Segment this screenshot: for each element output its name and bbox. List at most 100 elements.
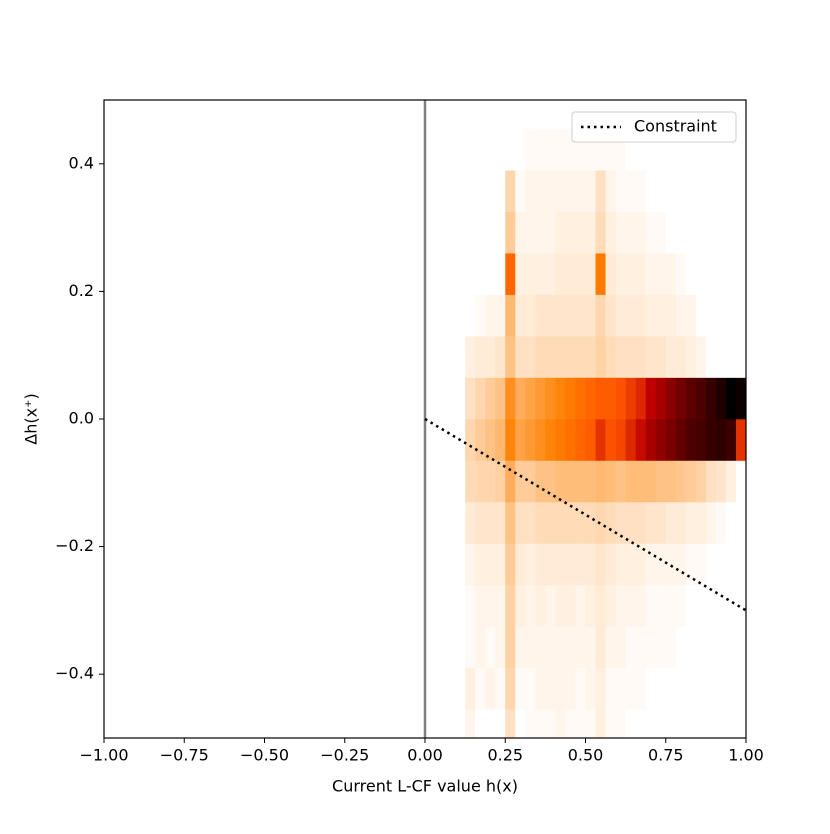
heat-cell [725, 128, 737, 171]
heat-cell [475, 460, 486, 503]
x-tick-label: −0.50 [240, 746, 289, 765]
heat-cell [585, 460, 596, 503]
heat-cell [695, 501, 707, 544]
y-tick-label: 0.4 [69, 153, 94, 172]
heat-cell [605, 253, 616, 295]
heat-cell [595, 336, 606, 378]
heat-cell [535, 626, 546, 669]
heat-cell [585, 543, 596, 586]
heat-cell [695, 460, 707, 503]
heat-cell [515, 336, 526, 378]
heat-cell [505, 667, 516, 710]
heat-cell [635, 336, 646, 378]
heat-cell [635, 128, 646, 171]
heat-cell [615, 709, 626, 738]
heat-cell [505, 543, 516, 586]
heat-cell [525, 460, 536, 503]
heat-cell [555, 128, 566, 171]
y-tick-label: −0.2 [55, 536, 94, 555]
heat-cell [555, 543, 566, 586]
heat-cell [605, 294, 616, 337]
heat-cell [595, 211, 606, 254]
heat-cell [535, 170, 546, 212]
y-axis-label: Δh(x⁺) [22, 393, 41, 444]
heat-cell [605, 667, 616, 710]
heat-cell [635, 584, 646, 627]
heat-cell [685, 501, 697, 544]
heat-cell [465, 460, 476, 503]
heat-cell [595, 128, 606, 171]
heat-cell [625, 584, 636, 627]
heat-cell [595, 667, 606, 710]
heat-cell [735, 543, 746, 586]
heat-cell [545, 709, 556, 738]
heatmap [465, 128, 746, 738]
heat-cell [735, 377, 746, 420]
heat-cell [705, 128, 717, 171]
x-tick-label: −0.75 [160, 746, 209, 765]
heat-cell [485, 128, 496, 171]
heat-cell [695, 294, 707, 337]
heat-cell [515, 626, 526, 669]
x-tick-label: −1.00 [79, 746, 128, 765]
heat-cell [505, 253, 516, 295]
heat-cell [675, 253, 687, 295]
heat-cell [605, 501, 616, 544]
heat-cell [505, 501, 516, 544]
heat-cell [635, 709, 646, 738]
heat-cell [615, 294, 626, 337]
heat-cell [605, 709, 616, 738]
heat-cell [505, 294, 516, 337]
heat-cell [675, 419, 687, 461]
heat-cell [545, 419, 556, 461]
heat-cell [675, 294, 687, 337]
heat-cell [485, 253, 496, 295]
heat-cell [725, 543, 737, 586]
x-tick-label: 0.50 [568, 746, 604, 765]
heat-cell [625, 626, 636, 669]
heat-cell [605, 336, 616, 378]
heat-cell [485, 460, 496, 503]
heat-cell [475, 128, 486, 171]
heat-cell [555, 460, 566, 503]
heat-cell [685, 336, 697, 378]
heat-cell [635, 294, 646, 337]
heat-cell [665, 211, 677, 254]
heat-cell [605, 584, 616, 627]
heat-cell [465, 128, 476, 171]
heat-cell [685, 709, 697, 738]
y-tick-label: 0.2 [69, 281, 94, 300]
heat-cell [675, 709, 687, 738]
heat-cell [705, 501, 717, 544]
heat-cell [535, 211, 546, 254]
heat-cell [495, 128, 506, 171]
heat-cell [565, 253, 576, 295]
heat-cell [505, 336, 516, 378]
heat-cell [465, 170, 476, 212]
heat-cell [685, 460, 697, 503]
heat-cell [725, 419, 737, 461]
heat-cell [695, 336, 707, 378]
heat-cell [605, 211, 616, 254]
heat-cell [615, 501, 626, 544]
heat-cell [725, 170, 737, 212]
heat-cell [615, 211, 626, 254]
heat-cell [645, 584, 657, 627]
heat-cell [615, 667, 626, 710]
heat-cell [625, 336, 636, 378]
heat-cell [555, 336, 566, 378]
heat-cell [725, 667, 737, 710]
heat-cell [475, 419, 486, 461]
heat-cell [565, 419, 576, 461]
heat-cell [725, 709, 737, 738]
heat-cell [625, 211, 636, 254]
heat-cell [495, 626, 506, 669]
heat-cell [715, 501, 727, 544]
heat-cell [585, 709, 596, 738]
heat-cell [625, 294, 636, 337]
heat-cell [705, 667, 717, 710]
heat-cell [565, 211, 576, 254]
heat-cell [645, 460, 657, 503]
heat-cell [575, 419, 586, 461]
heat-cell [545, 626, 556, 669]
